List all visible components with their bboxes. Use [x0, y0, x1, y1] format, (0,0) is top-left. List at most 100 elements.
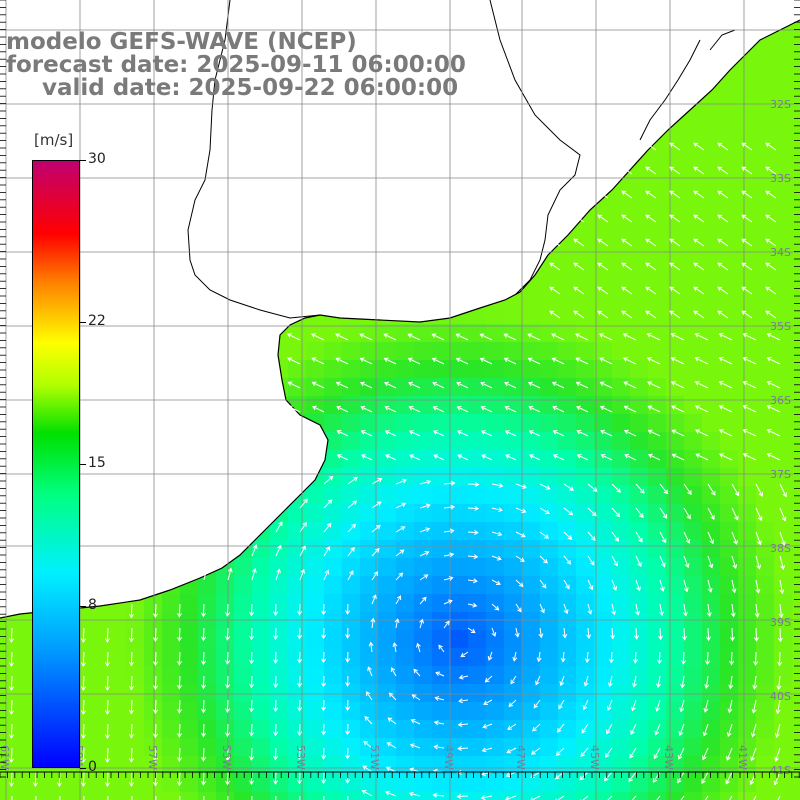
wind-arrow — [611, 555, 618, 567]
latitude-label: 32S — [770, 98, 791, 111]
wind-arrow — [750, 747, 757, 762]
wind-arrow — [323, 499, 333, 509]
wind-arrow — [467, 554, 479, 560]
wind-arrow — [621, 286, 633, 295]
wind-arrow — [491, 483, 504, 488]
wind-arrow — [482, 723, 493, 729]
wind-arrow — [623, 405, 637, 413]
wind-arrow — [539, 531, 550, 539]
lagoon-coast — [639, 29, 736, 141]
wind-arrow — [741, 262, 753, 271]
wind-arrow — [755, 507, 763, 522]
longitude-label: 57W — [146, 745, 159, 770]
wind-arrow — [201, 603, 207, 618]
wind-arrow — [8, 627, 14, 643]
wind-arrow — [623, 357, 637, 365]
wind-arrow — [273, 723, 279, 737]
wind-arrow — [562, 627, 568, 639]
wind-arrow — [153, 651, 158, 667]
wind-arrow — [345, 603, 351, 615]
wind-arrow — [670, 381, 685, 389]
wind-arrow — [419, 551, 430, 557]
wind-arrow — [600, 429, 613, 437]
wind-arrow — [153, 675, 158, 691]
wind-arrow — [575, 405, 589, 413]
wind-arrow — [153, 603, 158, 619]
wind-arrow — [80, 723, 86, 739]
wind-arrow — [741, 238, 753, 247]
wind-arrow — [419, 527, 431, 533]
wind-arrow — [225, 627, 231, 641]
colorbar-tick-label: 30 — [88, 151, 106, 167]
wind-arrow — [717, 262, 729, 271]
wind-arrow — [728, 675, 734, 690]
wind-arrow — [321, 627, 327, 640]
wind-arrow — [457, 454, 469, 461]
longitude-label: 45W — [588, 745, 601, 770]
wind-arrow — [706, 603, 712, 618]
wind-arrow — [549, 310, 561, 319]
wind-arrow — [11, 795, 13, 800]
wind-arrow — [457, 722, 469, 728]
wind-arrow — [345, 747, 351, 760]
wind-arrow — [392, 642, 398, 653]
uruguay-coast — [489, 0, 581, 296]
wind-arrow — [717, 310, 729, 319]
wind-arrow — [741, 214, 753, 223]
wind-arrow — [434, 696, 445, 701]
wind-arrow — [599, 357, 613, 365]
wind-arrow — [632, 651, 638, 664]
wind-arrow — [80, 675, 86, 691]
wind-arrow — [287, 381, 301, 389]
wind-arrow — [467, 602, 478, 608]
wind-arrow — [456, 430, 469, 437]
wind-arrow — [549, 238, 561, 247]
wind-arrow — [765, 214, 777, 223]
colorbar-tick-label: 22 — [88, 313, 106, 330]
wind-arrow — [432, 381, 445, 389]
wind-arrow — [390, 667, 397, 677]
wind-arrow — [777, 795, 781, 800]
wind-arrow — [718, 429, 733, 437]
wind-arrow — [177, 603, 183, 618]
wind-arrow — [645, 166, 657, 175]
wind-arrow — [458, 698, 469, 704]
wind-arrow — [505, 454, 517, 461]
wind-arrow — [359, 357, 373, 365]
wind-arrow — [527, 381, 541, 389]
wind-arrow — [310, 333, 325, 341]
wind-arrow — [611, 483, 622, 493]
wind-arrow — [621, 190, 633, 199]
wind-arrow — [597, 238, 609, 247]
wind-arrow — [597, 214, 609, 223]
wind-arrow — [365, 691, 373, 701]
wind-arrow — [597, 310, 609, 319]
wind-arrow — [297, 603, 303, 616]
wind-arrow — [587, 603, 593, 615]
wind-arrow — [707, 579, 713, 593]
wind-arrow — [707, 531, 715, 545]
colorbar-unit: [m/s] — [34, 131, 74, 149]
wind-arrow — [335, 333, 349, 341]
wind-arrow — [623, 381, 637, 389]
wind-arrow — [287, 357, 301, 365]
wind-arrow — [385, 766, 397, 773]
wind-arrow — [670, 357, 685, 365]
wind-arrow — [8, 699, 14, 715]
wind-arrow — [201, 627, 207, 642]
wind-arrow — [438, 644, 445, 653]
wind-arrow — [681, 627, 687, 641]
wind-arrow — [503, 357, 517, 365]
wind-arrow — [587, 555, 595, 566]
wind-arrow — [563, 555, 572, 565]
wind-arrow — [766, 429, 781, 437]
wind-arrow — [775, 699, 781, 715]
wind-arrow — [655, 699, 661, 712]
wind-arrow — [730, 603, 736, 618]
wind-arrow — [479, 357, 493, 365]
wind-arrow — [297, 747, 303, 761]
wind-arrow — [179, 795, 181, 800]
wind-arrow — [563, 507, 574, 516]
wind-arrow — [384, 405, 397, 413]
wind-arrow — [549, 286, 561, 295]
